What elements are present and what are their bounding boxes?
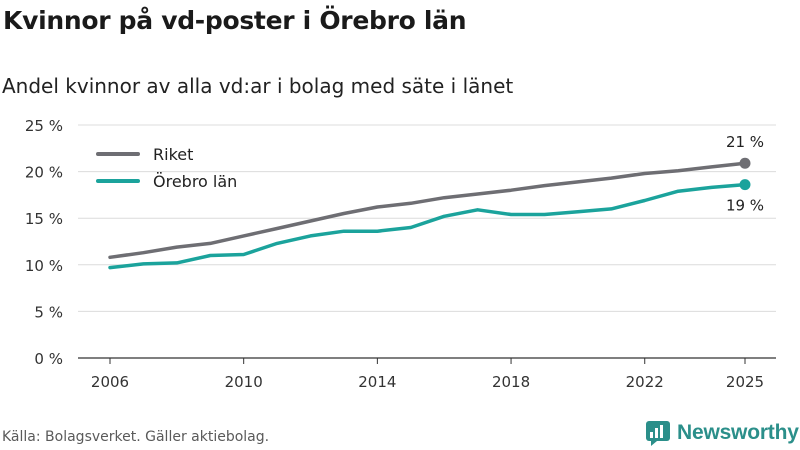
x-tick-label: 2018	[492, 373, 530, 391]
newsworthy-logo-icon	[646, 421, 670, 446]
y-tick-label: 5 %	[34, 303, 63, 321]
series-end-point	[739, 157, 751, 169]
line-chart: 0 % 5 % 10 % 15 % 20 % 25 % 2006 2010 2014 2018 20…	[25, 117, 776, 391]
end-value-label: 19 %	[726, 197, 764, 215]
brand-logo: Newsworthy	[645, 419, 799, 447]
x-tick-label: 2022	[626, 373, 664, 391]
legend-label: Riket	[153, 145, 193, 164]
x-tick-label: 2025	[726, 373, 764, 391]
y-tick-label: 25 %	[25, 117, 63, 135]
x-tick-label: 2014	[358, 373, 396, 391]
series-line-riket	[108, 161, 747, 260]
source-note: Källa: Bolagsverket. Gäller aktiebolag.	[2, 429, 270, 445]
chart-subtitle: Andel kvinnor av alla vd:ar i bolag med …	[2, 74, 514, 98]
brand-name: Newsworthy	[677, 421, 799, 444]
x-tick-label: 2010	[225, 373, 263, 391]
y-tick-label: 15 %	[25, 210, 63, 228]
x-tick-label: 2006	[91, 373, 129, 391]
y-tick-label: 10 %	[25, 257, 63, 275]
end-value-label: 21 %	[726, 133, 764, 151]
chart-title: Kvinnor på vd-poster i Örebro län	[3, 6, 467, 35]
series-line-orebro	[108, 182, 747, 270]
series-end-point	[739, 179, 751, 191]
y-tick-label: 0 %	[34, 350, 63, 368]
legend-label: Örebro län	[153, 172, 237, 191]
y-tick-label: 20 %	[25, 164, 63, 182]
